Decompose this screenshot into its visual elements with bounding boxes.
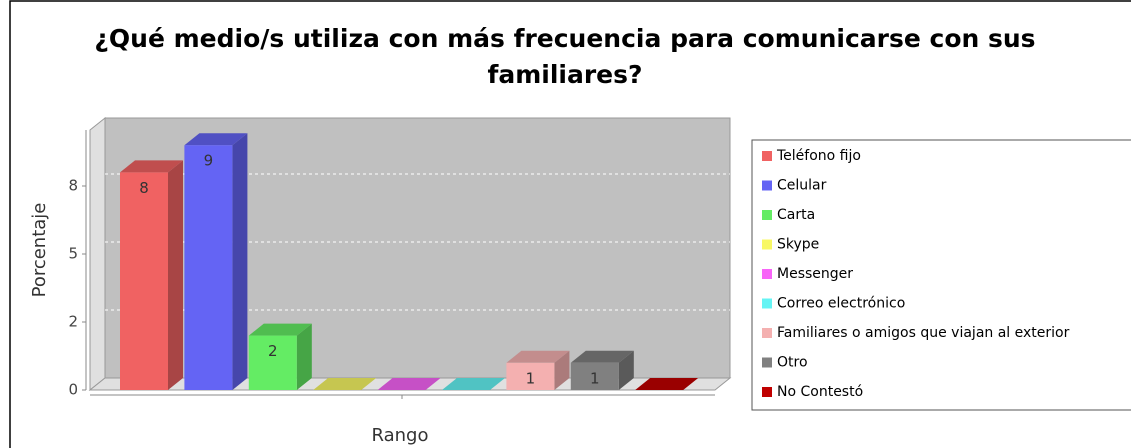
bar-face bbox=[506, 350, 570, 363]
legend-label: Otro bbox=[777, 355, 808, 371]
bar bbox=[184, 133, 248, 390]
bar-face bbox=[442, 378, 505, 390]
legend-box bbox=[751, 139, 1131, 411]
legend-label: Teléfono fijo bbox=[776, 148, 861, 164]
legend-swatch bbox=[762, 357, 772, 368]
y-tick-label: 8 bbox=[68, 177, 78, 195]
bar bbox=[570, 350, 634, 390]
bar bbox=[313, 378, 377, 390]
legend-label: Carta bbox=[777, 207, 815, 223]
bar-face bbox=[168, 160, 183, 390]
x-axis-label: Rango bbox=[372, 425, 429, 446]
legend-swatch bbox=[762, 180, 772, 191]
legend-swatch bbox=[762, 387, 772, 397]
legend-swatch bbox=[762, 298, 772, 309]
bar-face bbox=[506, 362, 555, 390]
value-label: 2 bbox=[268, 342, 278, 360]
legend-swatch bbox=[762, 328, 772, 338]
y-axis-label: Porcentaje bbox=[29, 203, 50, 298]
left-wall bbox=[89, 116, 106, 392]
bar bbox=[377, 378, 441, 390]
bar bbox=[635, 378, 699, 390]
legend-label: Skype bbox=[777, 237, 819, 253]
value-label: 9 bbox=[204, 152, 214, 170]
chart-title: familiares? bbox=[487, 60, 642, 89]
y-tick-label: 2 bbox=[68, 313, 78, 331]
value-label: 1 bbox=[590, 369, 600, 387]
legend-swatch bbox=[762, 210, 772, 220]
chart-title: ¿Qué medio/s utiliza con más frecuencia … bbox=[94, 24, 1035, 53]
value-label: 1 bbox=[526, 369, 536, 387]
bar-face bbox=[184, 133, 248, 146]
y-tick-label: 0 bbox=[68, 381, 78, 399]
bar bbox=[506, 350, 570, 390]
legend-swatch bbox=[762, 269, 772, 279]
legend-label: Familiares o amigos que viajan al exteri… bbox=[777, 325, 1070, 341]
bar bbox=[442, 378, 505, 390]
bar-face bbox=[296, 323, 312, 390]
bar-face bbox=[554, 350, 570, 390]
bar-face bbox=[570, 362, 619, 390]
bar-face bbox=[248, 335, 297, 390]
bar-face bbox=[248, 323, 312, 336]
bar-face bbox=[120, 172, 168, 390]
y-tick-label: 5 bbox=[68, 245, 78, 263]
bar-face bbox=[570, 350, 634, 363]
bar-face bbox=[313, 378, 377, 390]
legend-label: No Contestó bbox=[777, 384, 863, 400]
value-label: 8 bbox=[139, 179, 149, 197]
bar-face bbox=[184, 145, 233, 390]
bar-face bbox=[618, 350, 634, 390]
bar bbox=[248, 323, 312, 390]
legend-label: Messenger bbox=[777, 266, 853, 282]
bar-face bbox=[120, 160, 183, 173]
bar-face bbox=[232, 133, 248, 390]
legend-swatch bbox=[762, 239, 772, 250]
bar-face bbox=[635, 378, 699, 390]
bar-face bbox=[377, 378, 441, 390]
legend-label: Celular bbox=[777, 178, 827, 194]
legend-swatch bbox=[762, 151, 772, 161]
legend-label: Correo electrónico bbox=[777, 296, 905, 312]
bar bbox=[120, 160, 183, 390]
